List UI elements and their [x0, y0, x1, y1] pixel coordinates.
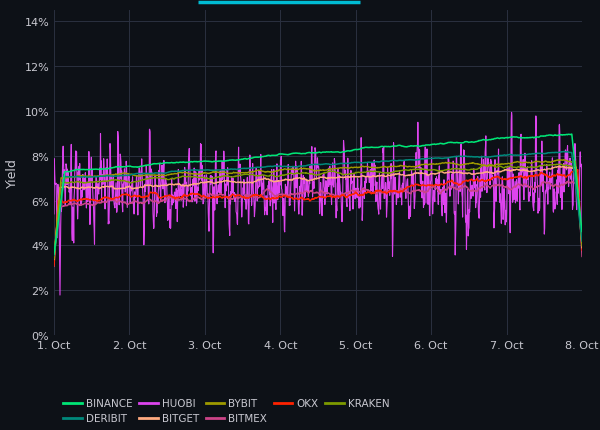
Y-axis label: Yield: Yield [6, 158, 19, 188]
Legend: BINANCE, DERIBIT, HUOBI, BITGET, BYBIT, BITMEX, OKX, KRAKEN: BINANCE, DERIBIT, HUOBI, BITGET, BYBIT, … [59, 394, 394, 427]
